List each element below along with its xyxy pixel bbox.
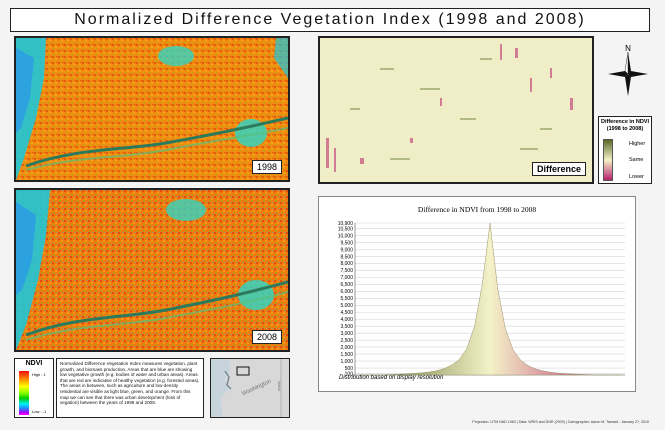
difference-legend-title: Difference in NDVI (1998 to 2008) (601, 119, 649, 132)
year-label-2008: 2008 (251, 330, 282, 344)
y-tick-label: 5,500 (340, 296, 353, 302)
ndvi-legend-title: NDVI (25, 360, 43, 367)
y-tick-label: 3,000 (340, 331, 353, 337)
ndvi-legend: NDVI High : 1 Low : -1 (14, 358, 54, 418)
north-arrow: N (608, 44, 648, 96)
histogram-area-series (358, 222, 622, 376)
ndvi-map-2008-image (16, 190, 288, 350)
difference-ramp (603, 139, 613, 181)
y-tick-label: 2,000 (340, 345, 353, 351)
y-tick-label: 5,000 (340, 303, 353, 309)
y-tick-label: 9,000 (340, 247, 353, 253)
y-tick-label: 4,500 (340, 310, 353, 316)
map-title: Normalized Difference Vegetation Index (… (10, 8, 650, 32)
compass-rose-icon (608, 52, 648, 96)
difference-map: Difference (318, 36, 594, 184)
y-tick-label: 8,000 (340, 261, 353, 267)
legend-higher: Higher (629, 141, 646, 147)
chart-title: Difference in NDVI from 1998 to 2008 (417, 205, 537, 214)
inset-country-label: Idaho (277, 381, 282, 392)
y-tick-label: 500 (345, 366, 354, 372)
difference-legend: Difference in NDVI (1998 to 2008) Higher… (598, 116, 652, 184)
y-tick-label: 100 (345, 371, 354, 377)
difference-map-image (320, 38, 592, 182)
chart-note: Distribution based on display resolution (339, 375, 444, 381)
difference-histogram: 1005001,0001,5002,0002,5003,0003,5004,00… (338, 221, 625, 377)
ndvi-map-1998: 1998 (14, 36, 290, 182)
y-tick-label: 10,500 (338, 226, 354, 232)
ndvi-map-2008: 2008 (14, 188, 290, 352)
ndvi-description: Normalized Difference Vegetation Index m… (56, 358, 204, 418)
ndvi-low-label: Low : -1 (32, 409, 47, 414)
y-tick-label: 10,000 (338, 233, 354, 239)
y-tick-label: 3,500 (340, 324, 353, 330)
year-label-1998: 1998 (251, 160, 282, 174)
y-tick-label: 7,500 (340, 268, 353, 274)
y-tick-label: 1,500 (340, 352, 353, 358)
y-tick-label: 10,900 (338, 221, 354, 227)
y-tick-label: 4,000 (340, 317, 353, 323)
legend-same: Same (629, 157, 644, 163)
difference-label: Difference (531, 162, 586, 176)
locator-map-image (211, 359, 289, 417)
ndvi-color-ramp (19, 371, 29, 415)
y-tick-label: 6,500 (340, 282, 353, 288)
y-tick-label: 2,500 (340, 338, 353, 344)
locator-inset-map: Washington Idaho (210, 358, 290, 418)
map-credits: Projection: UTM NAD 1983 | Data: WRIS an… (472, 420, 649, 424)
y-tick-label: 6,000 (340, 289, 353, 295)
north-label: N (625, 44, 631, 53)
y-tick-label: 1,000 (340, 359, 353, 365)
y-tick-label: 9,500 (340, 240, 353, 246)
difference-histogram-panel: Difference in NDVI from 1998 to 2008 100… (318, 196, 636, 392)
ndvi-high-label: High : 1 (32, 372, 46, 377)
y-tick-label: 8,500 (340, 254, 353, 260)
ndvi-map-1998-image (16, 38, 288, 180)
y-tick-label: 7,000 (340, 275, 353, 281)
legend-lower: Lower (629, 174, 644, 180)
